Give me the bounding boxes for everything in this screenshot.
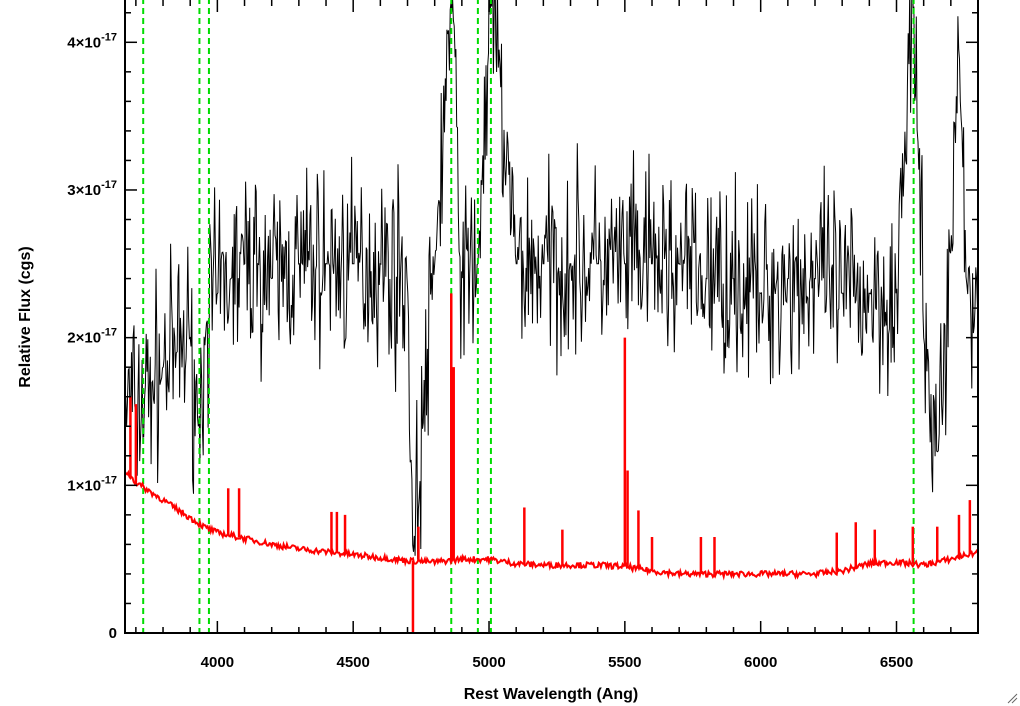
plot-frame — [124, 0, 979, 634]
y-tick-label: 1×10-17 — [67, 474, 117, 494]
x-tick-label: 5500 — [608, 654, 641, 671]
spectrum-line — [125, 0, 978, 560]
x-axis: 4000 4500 5000 5500 6000 6500 — [135, 0, 979, 671]
error-line — [125, 469, 978, 581]
plot-area — [125, 0, 978, 633]
plot-marks — [125, 0, 978, 633]
x-axis-title: Rest Wavelength (Ang) — [464, 686, 639, 703]
x-tick-label: 6000 — [744, 654, 777, 671]
resize-grip-icon[interactable] — [1006, 692, 1018, 704]
y-tick-label: 2×10-17 — [67, 327, 117, 347]
y-axis: 0 1×10-17 2×10-17 3×10-17 4×10-17 — [67, 12, 978, 642]
y-tick-label: 4×10-17 — [67, 31, 117, 51]
y-axis-title: Relative Flux (cgs) — [17, 246, 34, 387]
x-tick-label: 4000 — [201, 654, 234, 671]
y-tick-label: 3×10-17 — [67, 179, 117, 199]
x-tick-label: 5000 — [472, 654, 505, 671]
y-tick-label: 0 — [109, 625, 117, 642]
x-tick-label: 4500 — [337, 654, 370, 671]
x-tick-label: 6500 — [880, 654, 913, 671]
